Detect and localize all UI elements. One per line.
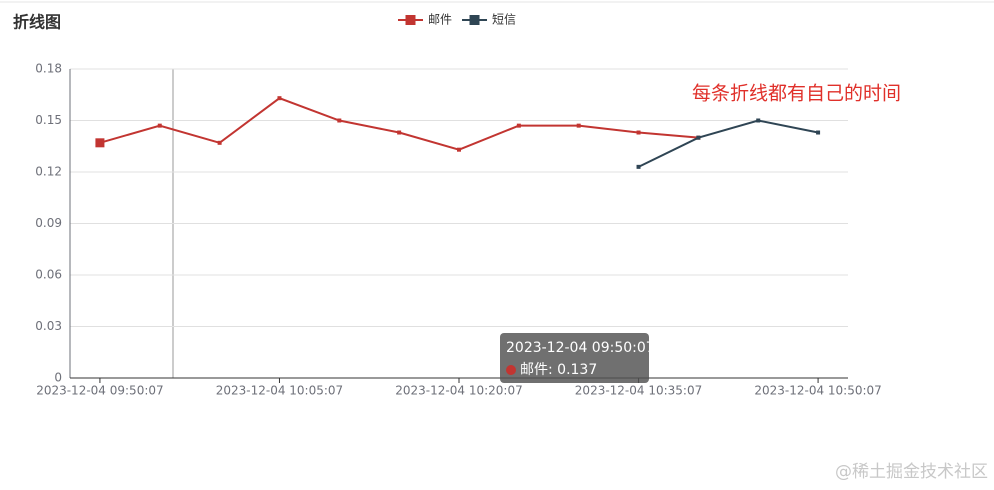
tooltip-title: 2023-12-04 09:50:07 [506, 340, 655, 356]
x-tick-label: 2023-12-04 10:05:07 [216, 384, 343, 398]
point [636, 164, 641, 169]
legend-item: 邮件 [398, 13, 452, 27]
point [457, 147, 461, 152]
y-tick-label: 0.06 [35, 268, 62, 282]
x-tick-label: 2023-12-04 10:50:07 [754, 384, 881, 398]
y-tick-label: 0.18 [35, 62, 62, 76]
point [277, 96, 282, 101]
legend-label: 邮件 [428, 13, 452, 27]
point [756, 118, 761, 123]
tooltip-box [500, 333, 649, 383]
tooltip-dot [506, 365, 516, 375]
chart-title: 折线图 [13, 13, 61, 32]
annotation: 每条折线都有自己的时间 [692, 83, 901, 105]
line [638, 119, 819, 168]
point [816, 130, 821, 135]
point [516, 123, 521, 128]
y-tick-label: 0.12 [35, 165, 62, 179]
legend-icon [405, 15, 416, 25]
point [95, 138, 105, 148]
legend-label: 短信 [492, 13, 516, 27]
y-tick-label: 0.15 [35, 113, 62, 127]
y-tick-label: 0 [54, 371, 62, 385]
point [636, 130, 641, 135]
y-tick-label: 0.03 [35, 319, 62, 333]
line [99, 97, 699, 151]
x-tick-label: 2023-12-04 10:35:07 [575, 384, 702, 398]
point [397, 130, 402, 135]
y-tick-label: 0.09 [35, 216, 62, 230]
point [157, 123, 162, 128]
legend-icon [469, 15, 480, 25]
x-tick-label: 2023-12-04 10:20:07 [395, 384, 522, 398]
legend-item: 短信 [462, 13, 516, 27]
point [337, 118, 342, 123]
tooltip-text: 邮件: 0.137 [520, 362, 597, 378]
point [217, 140, 222, 145]
tooltip: 2023-12-04 09:50:07 邮件: 0.137 [500, 333, 655, 383]
x-tick-label: 2023-12-04 09:50:07 [36, 384, 163, 398]
watermark: @稀土掘金技术社区 [835, 462, 988, 482]
point [696, 135, 701, 140]
point [576, 123, 581, 128]
